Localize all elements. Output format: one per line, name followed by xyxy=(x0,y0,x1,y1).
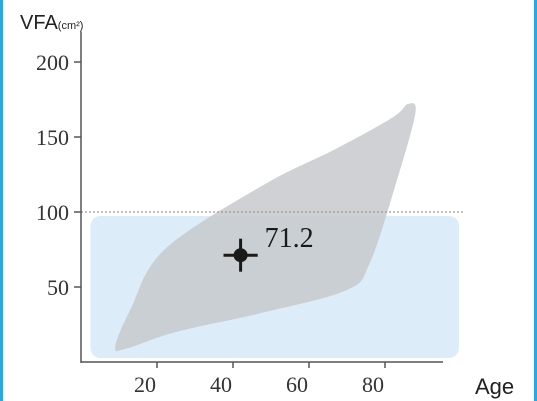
y-tick-label: 150 xyxy=(36,125,69,150)
x-tick-label: 80 xyxy=(362,372,384,397)
data-point-label: 71.2 xyxy=(265,223,314,254)
distribution-region xyxy=(115,103,416,352)
x-tick-label: 40 xyxy=(210,372,232,397)
data-point xyxy=(233,248,248,263)
x-tick-label: 20 xyxy=(134,372,156,397)
y-tick-label: 50 xyxy=(47,275,69,300)
y-tick-label: 100 xyxy=(36,200,69,225)
chart-svg: 50 100 150 200 20 40 60 80 VFA(cm²) Age 71.2 xyxy=(20,12,514,399)
y-tick-label: 200 xyxy=(36,50,69,75)
y-axis-label-unit: (cm²) xyxy=(58,20,84,32)
x-tick-label: 60 xyxy=(286,372,308,397)
y-axis-label: VFA(cm²) xyxy=(20,12,83,34)
y-axis-label-main: VFA xyxy=(20,12,58,34)
x-axis-label: Age xyxy=(475,374,514,399)
